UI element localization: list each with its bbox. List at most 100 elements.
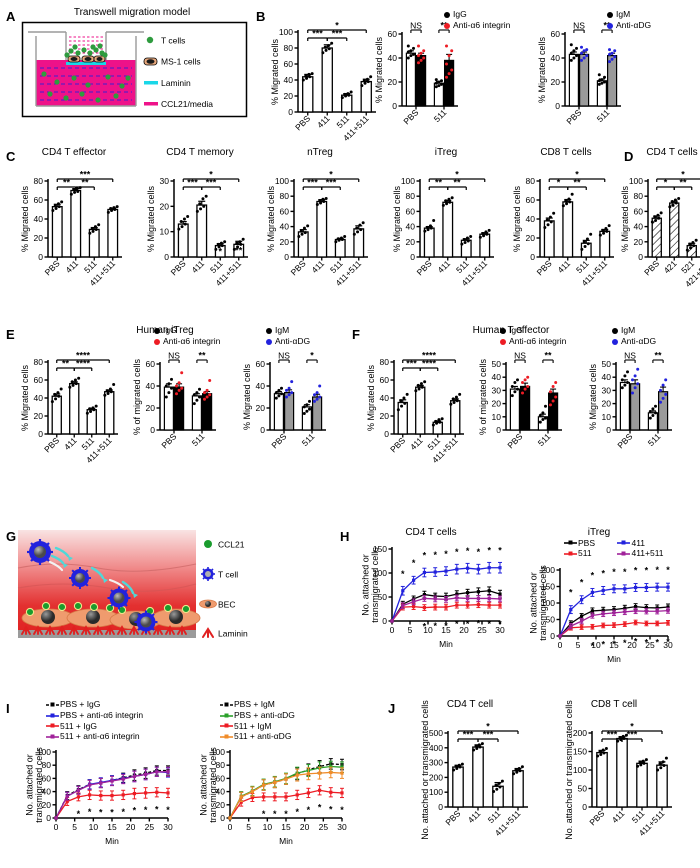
bar: [104, 391, 115, 435]
data-point: [549, 390, 552, 394]
svg-text:10: 10: [423, 625, 433, 635]
legend-item: 511 + anti-α6 integrin: [46, 732, 178, 742]
significance-star: *: [273, 809, 277, 819]
data-point: [659, 388, 662, 392]
data-point: [334, 239, 338, 243]
bar: [629, 383, 641, 431]
significance-star: *: [412, 558, 416, 568]
bar: [656, 764, 668, 808]
data-point: [623, 587, 627, 591]
data-point: [465, 236, 469, 239]
legend-label: 511: [578, 548, 592, 559]
x-tick-label: PBS: [642, 258, 661, 277]
panel-h-chart-1: CD4 T cells 0 50 100 150 0 5 10 15 20 25 30 No. atta…: [352, 527, 510, 651]
data-point: [170, 386, 173, 390]
data-point: [608, 52, 611, 56]
data-point: [54, 816, 58, 820]
legend-item: PBS: [564, 538, 609, 549]
svg-text:150: 150: [573, 746, 587, 756]
data-point: [455, 399, 459, 403]
bar: [163, 386, 175, 431]
data-point: [621, 734, 625, 738]
legend-item: IgM: [266, 325, 310, 336]
grouped-bar-chart: 0 20 40 60 % Migrated cells PBS 511 NS *: [242, 351, 326, 450]
data-point: [497, 781, 501, 785]
data-point: [623, 374, 627, 378]
data-point: [315, 397, 319, 401]
data-point: [551, 399, 555, 403]
panel-e-letter: E: [6, 327, 15, 342]
panel-a-legend-1-label: MS-1 cells: [161, 57, 201, 67]
data-point: [463, 240, 467, 244]
data-point: [441, 203, 445, 207]
svg-text:No. attached or: No. attached or: [528, 572, 538, 634]
data-point: [432, 218, 436, 222]
legend-item: IgM: [612, 325, 656, 336]
data-point: [603, 80, 606, 84]
svg-text:No. attached or: No. attached or: [360, 554, 370, 616]
data-point: [666, 621, 670, 625]
significance-star: *: [580, 578, 584, 588]
x-tick-label: 411: [62, 435, 79, 452]
legend-item: Anti-α6 integrin: [500, 336, 566, 347]
data-point: [476, 602, 480, 606]
svg-text:**: **: [235, 245, 243, 255]
data-point: [466, 603, 470, 607]
data-point: [65, 799, 69, 804]
data-point: [201, 196, 205, 200]
svg-text:20: 20: [602, 399, 612, 409]
data-point: [600, 78, 604, 82]
data-point: [549, 219, 553, 223]
data-point: [422, 596, 426, 600]
x-tick-label: PBS: [505, 431, 524, 450]
data-point: [481, 231, 485, 235]
data-point: [308, 75, 312, 79]
svg-text:0: 0: [496, 425, 501, 435]
x-tick-label: PBS: [415, 258, 434, 277]
bar: [452, 765, 464, 808]
data-point: [523, 387, 527, 391]
data-point: [664, 378, 668, 382]
data-point: [568, 199, 572, 203]
panel-f-chart-1: 0 20 40 60 80% Migrated cells PBS 411 511 411+51…: [364, 340, 472, 466]
data-point: [297, 234, 301, 238]
data-point: [437, 418, 441, 422]
data-point: [620, 378, 624, 382]
data-point: [69, 192, 73, 196]
data-point: [677, 196, 681, 200]
data-point: [217, 244, 221, 248]
chart-title: CD4 T cells: [405, 527, 457, 538]
legend-line-icon: [564, 540, 577, 546]
data-point: [590, 613, 594, 618]
svg-text:40: 40: [634, 221, 644, 231]
svg-text:0: 0: [38, 429, 43, 439]
data-point: [302, 226, 306, 230]
y-axis-label: No. attached or transmigrated cells: [528, 565, 548, 641]
svg-text:No. attached or: No. attached or: [198, 754, 208, 816]
data-point: [219, 241, 223, 245]
data-point: [510, 384, 514, 388]
data-point: [582, 239, 586, 243]
data-point: [498, 596, 502, 601]
significance-label: **: [544, 351, 552, 361]
data-point: [290, 380, 294, 384]
data-point: [455, 567, 459, 571]
bar: [512, 769, 524, 808]
significance-star: *: [262, 809, 266, 819]
svg-text:80: 80: [406, 191, 416, 201]
svg-text:40: 40: [256, 381, 266, 391]
data-point: [57, 394, 61, 398]
significance-label: **: [573, 177, 581, 187]
data-point: [575, 46, 578, 50]
x-tick-label: 511: [646, 431, 663, 448]
significance-star: *: [433, 621, 437, 631]
data-point: [551, 384, 555, 388]
svg-text:10: 10: [263, 822, 273, 832]
data-point: [65, 794, 69, 798]
legend-item: 411+511: [617, 548, 678, 559]
svg-text:0: 0: [46, 813, 51, 823]
x-tick-label: PBS: [293, 113, 312, 132]
data-point: [295, 773, 299, 777]
